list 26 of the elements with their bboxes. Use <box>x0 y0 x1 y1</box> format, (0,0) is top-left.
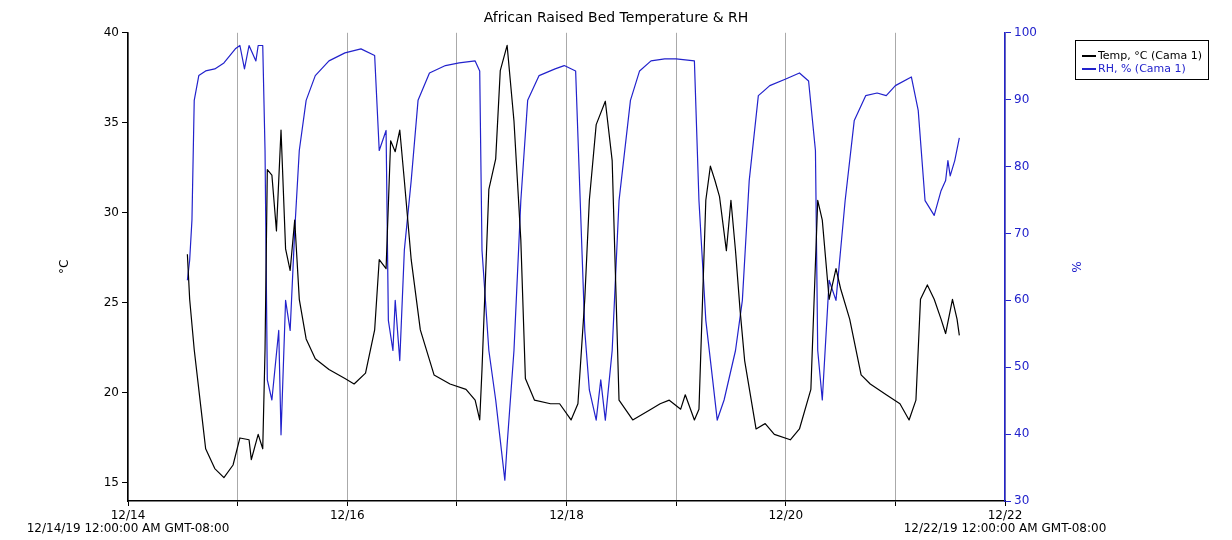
y2-tick-label: 90 <box>1014 91 1030 106</box>
y2-tick-label: 60 <box>1014 292 1030 307</box>
y-tick-label: 35 <box>103 114 119 129</box>
y2-tick-label: 50 <box>1014 359 1030 374</box>
text: 12/22/19 12:00:00 AM GMT-08:00 <box>903 521 1107 536</box>
legend-label: Temp, °C (Cama 1) <box>1098 49 1202 62</box>
x-tick-label: 12/22 <box>987 508 1023 523</box>
y2-tick-label: 80 <box>1014 158 1030 173</box>
y2-axis-title: % <box>1068 261 1083 273</box>
y-tick-label: 15 <box>103 475 119 490</box>
y-tick-label: 30 <box>103 205 119 219</box>
text: 12/14/19 12:00:00 AM GMT-08:00 <box>26 521 230 536</box>
y2-tick-label: 40 <box>1014 426 1030 441</box>
y-tick-label: 40 <box>103 24 119 39</box>
y2-tick-label: 30 <box>1014 493 1030 508</box>
legend-label: RH, % (Cama 1) <box>1098 62 1186 75</box>
y-tick-label: 25 <box>103 295 119 310</box>
x-tick-label: 12/14 <box>110 508 146 523</box>
y2-tick-label: 100 <box>1014 24 1037 39</box>
y-axis-title: °C <box>57 259 72 275</box>
x-tick-label: 12/18 <box>549 508 584 523</box>
chart-title: African Raised Bed Temperature & RH <box>483 9 749 26</box>
x-tick-label: 12/20 <box>768 508 804 523</box>
y2-tick-label: 70 <box>1014 225 1030 240</box>
y-tick-label: 20 <box>103 385 119 400</box>
x-tick-label: 12/16 <box>329 508 365 523</box>
